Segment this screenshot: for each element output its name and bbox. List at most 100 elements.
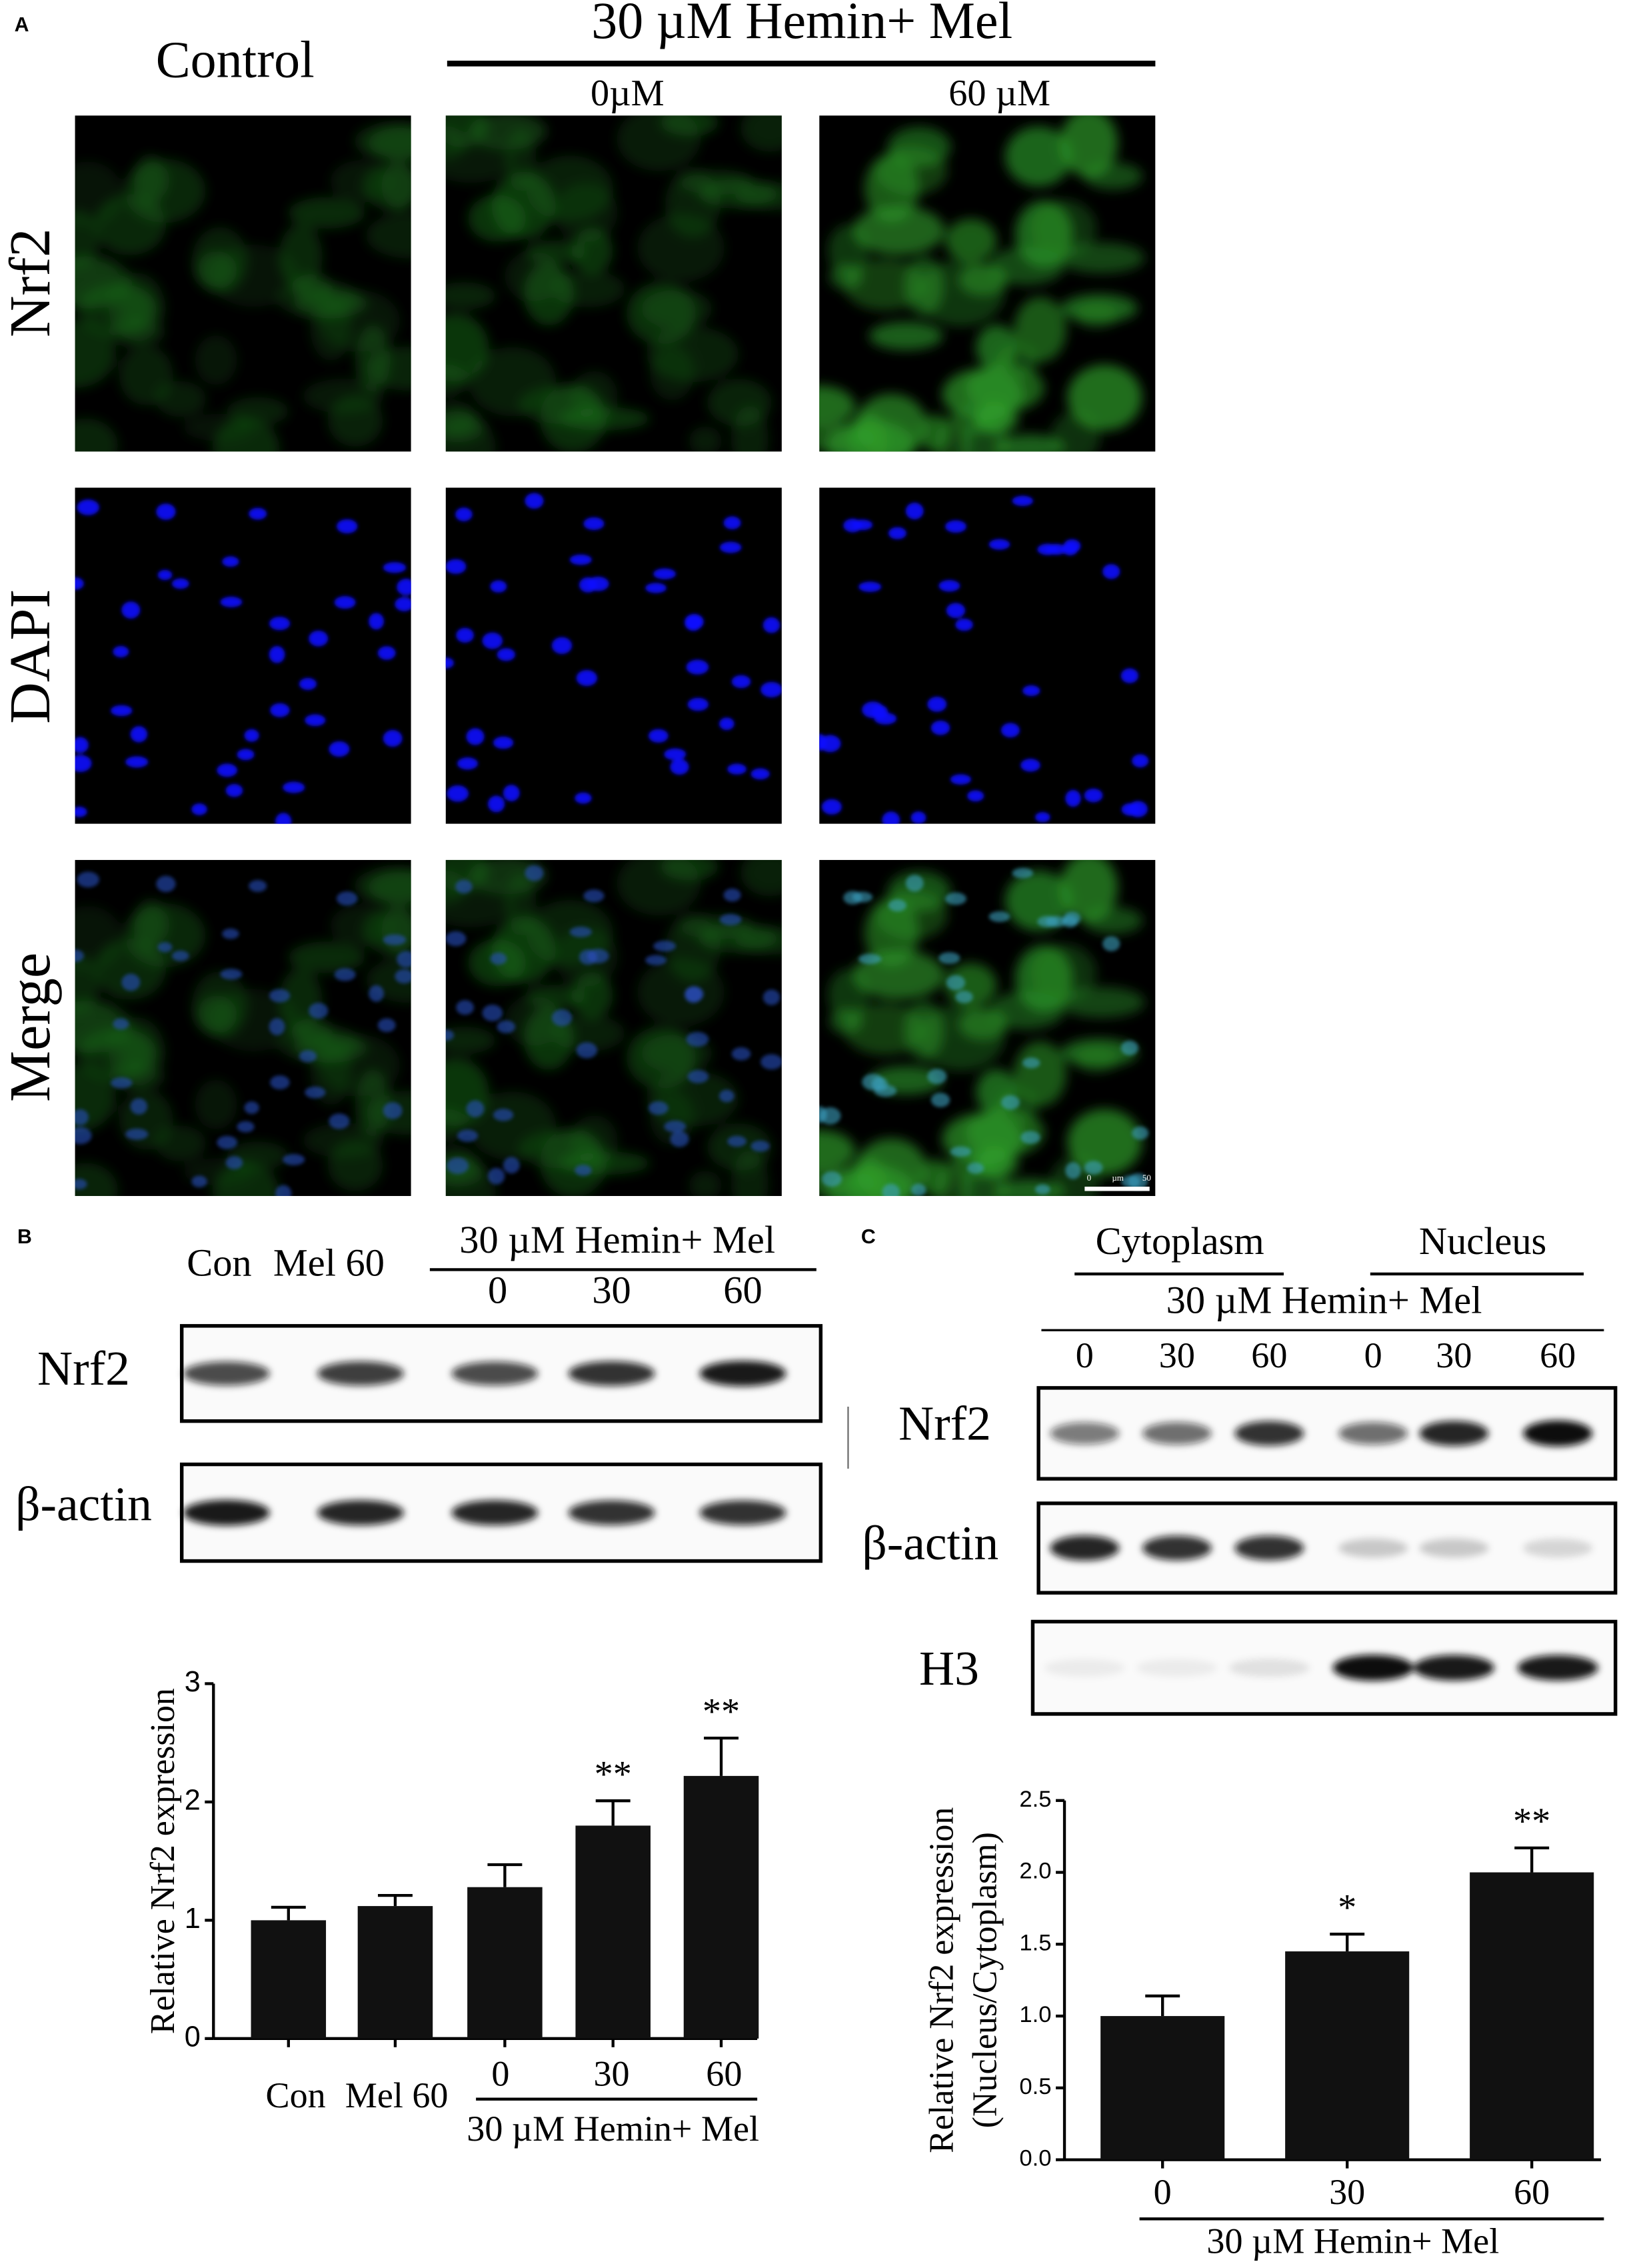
blot — [179, 1462, 823, 1563]
nucleus — [490, 580, 507, 593]
nucleus — [283, 781, 305, 793]
nucleus — [75, 577, 84, 590]
nucleus — [497, 648, 516, 661]
nucleus — [75, 1109, 89, 1125]
nucleus — [1084, 1161, 1103, 1175]
fraction-label: Cytoplasm — [1096, 1219, 1264, 1263]
bar — [357, 1906, 433, 2039]
nucleus — [882, 811, 900, 824]
bar — [683, 1775, 759, 2039]
cell — [195, 1079, 237, 1130]
significance: ** — [703, 1691, 740, 1732]
nucleus — [457, 1129, 479, 1142]
nucleus — [1102, 936, 1120, 951]
lane-label: 0 — [1364, 1335, 1382, 1375]
micrograph — [75, 115, 411, 452]
cell — [819, 1130, 855, 1172]
nucleus — [488, 795, 505, 813]
nucleus — [397, 951, 411, 968]
nucleus — [191, 803, 207, 815]
nucleus — [587, 576, 609, 591]
band — [1338, 1422, 1408, 1445]
nucleus — [967, 790, 984, 802]
y-tick-label: 2.5 — [1019, 1787, 1051, 1812]
nucleus — [967, 1162, 984, 1174]
nucleus — [670, 1131, 689, 1147]
cell — [1074, 1046, 1118, 1073]
row-label: Nrf2 — [0, 229, 62, 337]
nucleus — [457, 757, 479, 770]
row-label: Nrf2 — [898, 1395, 991, 1450]
band — [1050, 1422, 1120, 1445]
micrograph — [75, 859, 411, 1197]
nucleus — [237, 749, 255, 761]
cell — [958, 263, 1008, 296]
band — [1419, 1538, 1489, 1558]
nucleus — [329, 1113, 350, 1129]
x-axis-label: 30 µM Hemin+ Mel — [467, 2109, 759, 2149]
nucleus — [727, 763, 747, 775]
nucleus — [1022, 685, 1040, 697]
nucleus — [329, 741, 350, 757]
nucleus — [910, 1183, 926, 1197]
nucleus — [217, 1135, 238, 1149]
cell — [847, 412, 888, 452]
band — [1419, 1421, 1489, 1446]
band — [1234, 1535, 1304, 1561]
nucleus — [950, 774, 972, 785]
bar — [1100, 2016, 1225, 2160]
micrograph — [445, 115, 782, 452]
cell — [133, 898, 166, 952]
nucleus — [945, 520, 966, 533]
nucleus — [575, 792, 592, 804]
cell — [852, 205, 945, 255]
nucleus — [525, 493, 544, 509]
nucleus — [687, 1070, 709, 1083]
band — [183, 1499, 270, 1526]
nucleus — [1065, 789, 1081, 807]
band — [1523, 1420, 1593, 1447]
nucleus — [171, 950, 189, 961]
lane-label: 60 — [1540, 1335, 1576, 1375]
nucleus — [309, 1003, 329, 1019]
panel-label: B — [17, 1226, 32, 1248]
cell — [445, 282, 496, 310]
nucleus — [946, 603, 966, 619]
nucleus — [283, 1153, 305, 1165]
scale-bar-label: 50 — [1142, 1173, 1151, 1183]
cell — [1067, 1109, 1142, 1175]
micrograph — [445, 859, 782, 1197]
cell — [741, 115, 782, 152]
significance: ** — [595, 1753, 632, 1795]
nucleus — [852, 891, 873, 903]
blot — [1030, 1619, 1618, 1716]
lane-label: 60 — [1251, 1335, 1287, 1375]
band — [568, 1361, 655, 1386]
nucleus — [1020, 1131, 1040, 1144]
nucleus — [447, 785, 469, 802]
nucleus — [1020, 759, 1040, 772]
cell — [155, 1125, 206, 1162]
cell — [819, 385, 855, 427]
nucleus — [583, 517, 605, 531]
cell — [381, 905, 411, 956]
nucleus — [77, 499, 99, 515]
y-tick-label: 1.0 — [1019, 2002, 1051, 2027]
scale-bar-label: 0 — [1087, 1173, 1091, 1183]
cell — [1074, 301, 1118, 329]
band — [1228, 1659, 1310, 1677]
x-tick-label: 0 — [1154, 2172, 1172, 2212]
cell — [665, 913, 721, 982]
x-tick-label: Mel 60 — [345, 2075, 449, 2115]
nucleus — [113, 1018, 129, 1030]
x-tick-label: 30 — [1329, 2172, 1365, 2212]
nucleus — [249, 507, 267, 520]
nucleus — [125, 1128, 149, 1140]
blot — [179, 1324, 823, 1423]
cell — [660, 859, 719, 881]
nucleus — [455, 507, 473, 521]
x-axis-label: 30 µM Hemin+ Mel — [1206, 2221, 1499, 2261]
nucleus — [275, 813, 292, 824]
nucleus — [456, 1000, 474, 1015]
nucleus — [395, 969, 411, 984]
